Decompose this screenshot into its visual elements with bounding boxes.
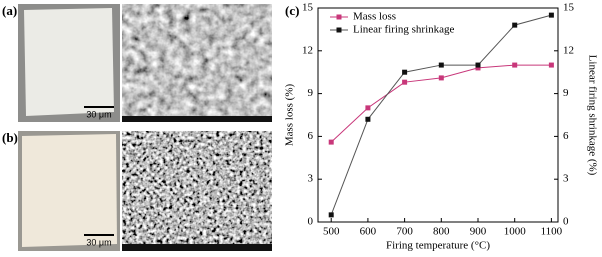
scale-bar-label: 30 μm xyxy=(86,109,111,119)
y-tick-label: 0 xyxy=(308,216,314,228)
x-tick-label: 800 xyxy=(433,226,450,238)
x-tick-label: 1000 xyxy=(504,226,527,238)
y2-axis-title: Linear firing shrinkage (%) xyxy=(586,55,598,176)
data-point xyxy=(548,62,554,68)
x-tick-label: 900 xyxy=(470,226,487,238)
x-tick-label: 1100 xyxy=(541,226,563,238)
y2-tick-label: 12 xyxy=(563,44,574,56)
legend-label: Mass loss xyxy=(353,11,396,23)
y2-tick-label: 6 xyxy=(563,130,569,142)
data-point xyxy=(402,69,408,75)
x-tick-label: 600 xyxy=(360,226,377,238)
data-point xyxy=(512,62,518,68)
data-point xyxy=(328,212,334,218)
y-axis-title: Mass loss (%) xyxy=(284,84,296,147)
sem-image xyxy=(122,131,272,244)
legend-marker xyxy=(336,27,342,33)
x-tick-label: 700 xyxy=(396,226,413,238)
sem-info-bar xyxy=(122,244,272,251)
y2-tick-label: 15 xyxy=(563,2,575,14)
series-line xyxy=(330,14,552,216)
panel-label: (c) xyxy=(285,3,299,18)
scale-bar-label: 30 μm xyxy=(86,237,111,247)
sem-image xyxy=(122,4,272,116)
chart: 500 600 700 800 900 1000 11000369121503691215F… xyxy=(284,2,599,252)
y2-tick-label: 3 xyxy=(563,173,569,185)
sample-photo xyxy=(22,134,117,247)
y-tick-label: 6 xyxy=(308,130,314,142)
legend-label: Linear firing shrinkage xyxy=(353,24,455,36)
data-point xyxy=(365,116,371,122)
panel-label: (a) xyxy=(2,3,17,18)
data-point xyxy=(438,62,444,68)
y-tick-label: 12 xyxy=(302,44,313,56)
y-tick-label: 3 xyxy=(308,173,314,185)
legend-marker xyxy=(336,14,342,20)
panel-label: (b) xyxy=(2,130,18,145)
data-point xyxy=(365,105,371,111)
data-point xyxy=(402,79,408,85)
y-tick-label: 15 xyxy=(302,2,314,14)
data-point xyxy=(475,65,481,71)
plot-frame xyxy=(317,7,559,223)
y2-tick-label: 9 xyxy=(563,87,569,99)
data-point xyxy=(548,12,554,18)
data-point xyxy=(475,62,481,68)
data-point xyxy=(438,75,444,81)
x-axis-title: Firing temperature (°C) xyxy=(386,240,490,252)
sem-info-bar xyxy=(122,116,272,122)
sample-photo xyxy=(24,8,114,116)
data-point xyxy=(512,22,518,28)
x-tick-label: 500 xyxy=(323,226,340,238)
y2-tick-label: 0 xyxy=(563,216,569,228)
y-tick-label: 9 xyxy=(308,87,314,99)
data-point xyxy=(328,139,334,145)
